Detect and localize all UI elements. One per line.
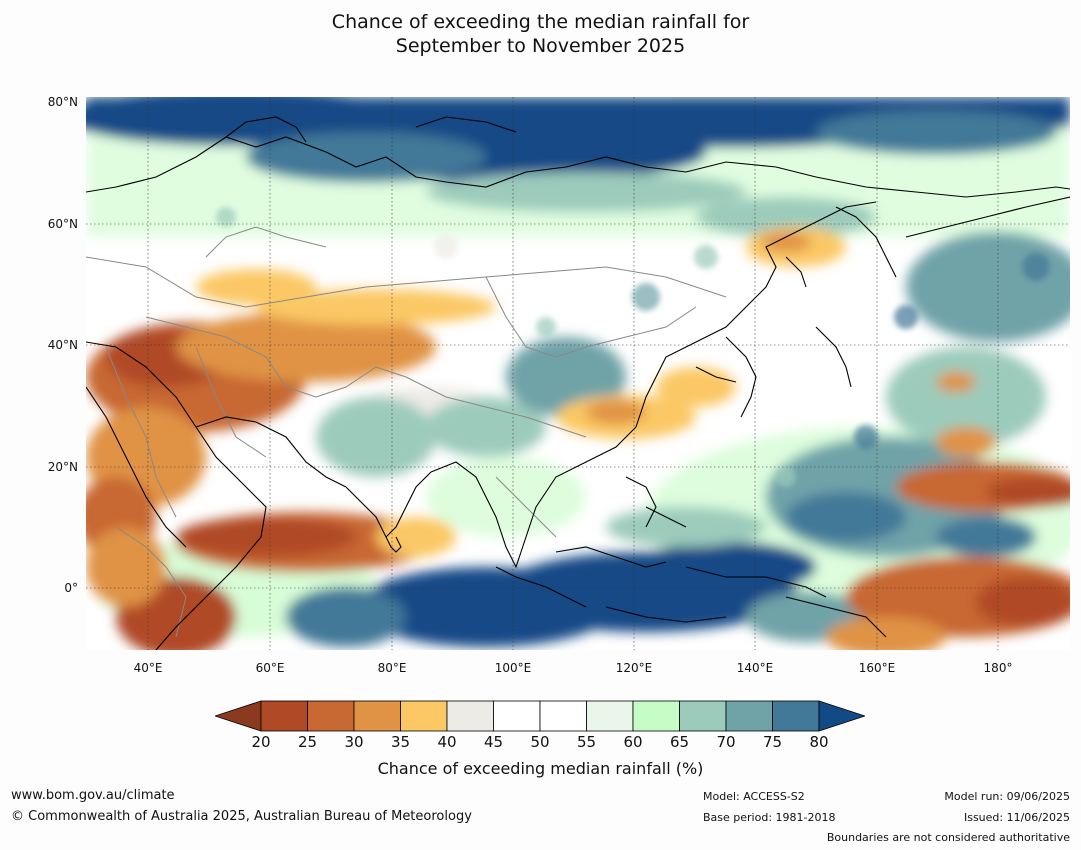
colorbar-tick-label: 35 bbox=[390, 733, 411, 751]
lon-label-60e: 60°E bbox=[255, 661, 285, 675]
model-name: Model: ACCESS-S2 bbox=[703, 790, 805, 803]
colorbar-title: Chance of exceeding median rainfall (%) bbox=[377, 759, 704, 778]
colorbar-tick-label: 20 bbox=[251, 733, 271, 751]
website-link[interactable]: www.bom.gov.au/climate bbox=[11, 788, 175, 803]
colorbar-tick-label: 30 bbox=[344, 733, 364, 751]
lon-label-160e: 160°E bbox=[858, 661, 896, 675]
colorbar-tick-label: 75 bbox=[762, 733, 783, 751]
lon-label-80e: 80°E bbox=[377, 661, 407, 675]
probability-field bbox=[86, 97, 1070, 650]
model-run-date: Model run: 09/06/2025 bbox=[944, 790, 1070, 803]
issued-date: Issued: 11/06/2025 bbox=[963, 811, 1070, 824]
colorbar-tick-label: 55 bbox=[576, 733, 597, 751]
base-period: Base period: 1981-2018 bbox=[703, 811, 836, 824]
country-boundaries bbox=[86, 226, 727, 638]
colorbar-segment bbox=[353, 700, 401, 732]
lat-label-0: 0° bbox=[64, 581, 78, 595]
colorbar-tick-label: 50 bbox=[530, 733, 550, 751]
lat-label-20n: 20°N bbox=[47, 460, 78, 474]
colorbar-segment bbox=[400, 700, 448, 732]
lon-label-100e: 100°E bbox=[494, 661, 532, 675]
title-line-1: Chance of exceeding the median rainfall … bbox=[331, 11, 750, 33]
map-title: Chance of exceeding the median rainfall … bbox=[0, 10, 1081, 58]
lon-label-120e: 120°E bbox=[615, 661, 653, 675]
colorbar-segment bbox=[632, 700, 680, 732]
colorbar-tick-label: 80 bbox=[809, 733, 829, 751]
colorbar-tick-label: 25 bbox=[297, 733, 318, 751]
colorbar-arrow-high bbox=[818, 700, 865, 732]
graticule bbox=[86, 97, 1070, 650]
map-canvas bbox=[86, 97, 1070, 650]
colorbar-segment bbox=[772, 700, 820, 732]
coastlines bbox=[86, 116, 1070, 650]
lat-label-40n: 40°N bbox=[47, 338, 78, 352]
colorbar-tick-label: 40 bbox=[437, 733, 457, 751]
colorbar-segment bbox=[586, 700, 634, 732]
lon-label-140e: 140°E bbox=[736, 661, 774, 675]
boundaries-disclaimer: Boundaries are not considered authoritat… bbox=[826, 831, 1070, 844]
colorbar-tick-label: 60 bbox=[623, 733, 643, 751]
copyright-text: © Commonwealth of Australia 2025, Austra… bbox=[11, 809, 472, 824]
colorbar-segment bbox=[679, 700, 727, 732]
rainfall-map bbox=[86, 97, 1070, 650]
colorbar-arrow-low bbox=[215, 700, 262, 732]
colorbar-segment bbox=[493, 700, 541, 732]
colorbar-tick-label: 45 bbox=[483, 733, 504, 751]
lon-label-180: 180° bbox=[983, 661, 1013, 675]
colorbar-segment bbox=[307, 700, 355, 732]
colorbar-segment bbox=[725, 700, 773, 732]
colorbar-tick-label: 65 bbox=[669, 733, 690, 751]
lat-label-60n: 60°N bbox=[47, 217, 78, 231]
colorbar-segment bbox=[260, 700, 308, 732]
title-line-2: September to November 2025 bbox=[395, 35, 686, 57]
colorbar-segment bbox=[446, 700, 494, 732]
speckle-field bbox=[216, 207, 1050, 487]
lat-label-80n: 80°N bbox=[47, 95, 78, 109]
colorbar bbox=[215, 700, 865, 732]
colorbar-segment bbox=[539, 700, 587, 732]
lon-label-40e: 40°E bbox=[133, 661, 163, 675]
colorbar-tick-label: 70 bbox=[716, 733, 736, 751]
